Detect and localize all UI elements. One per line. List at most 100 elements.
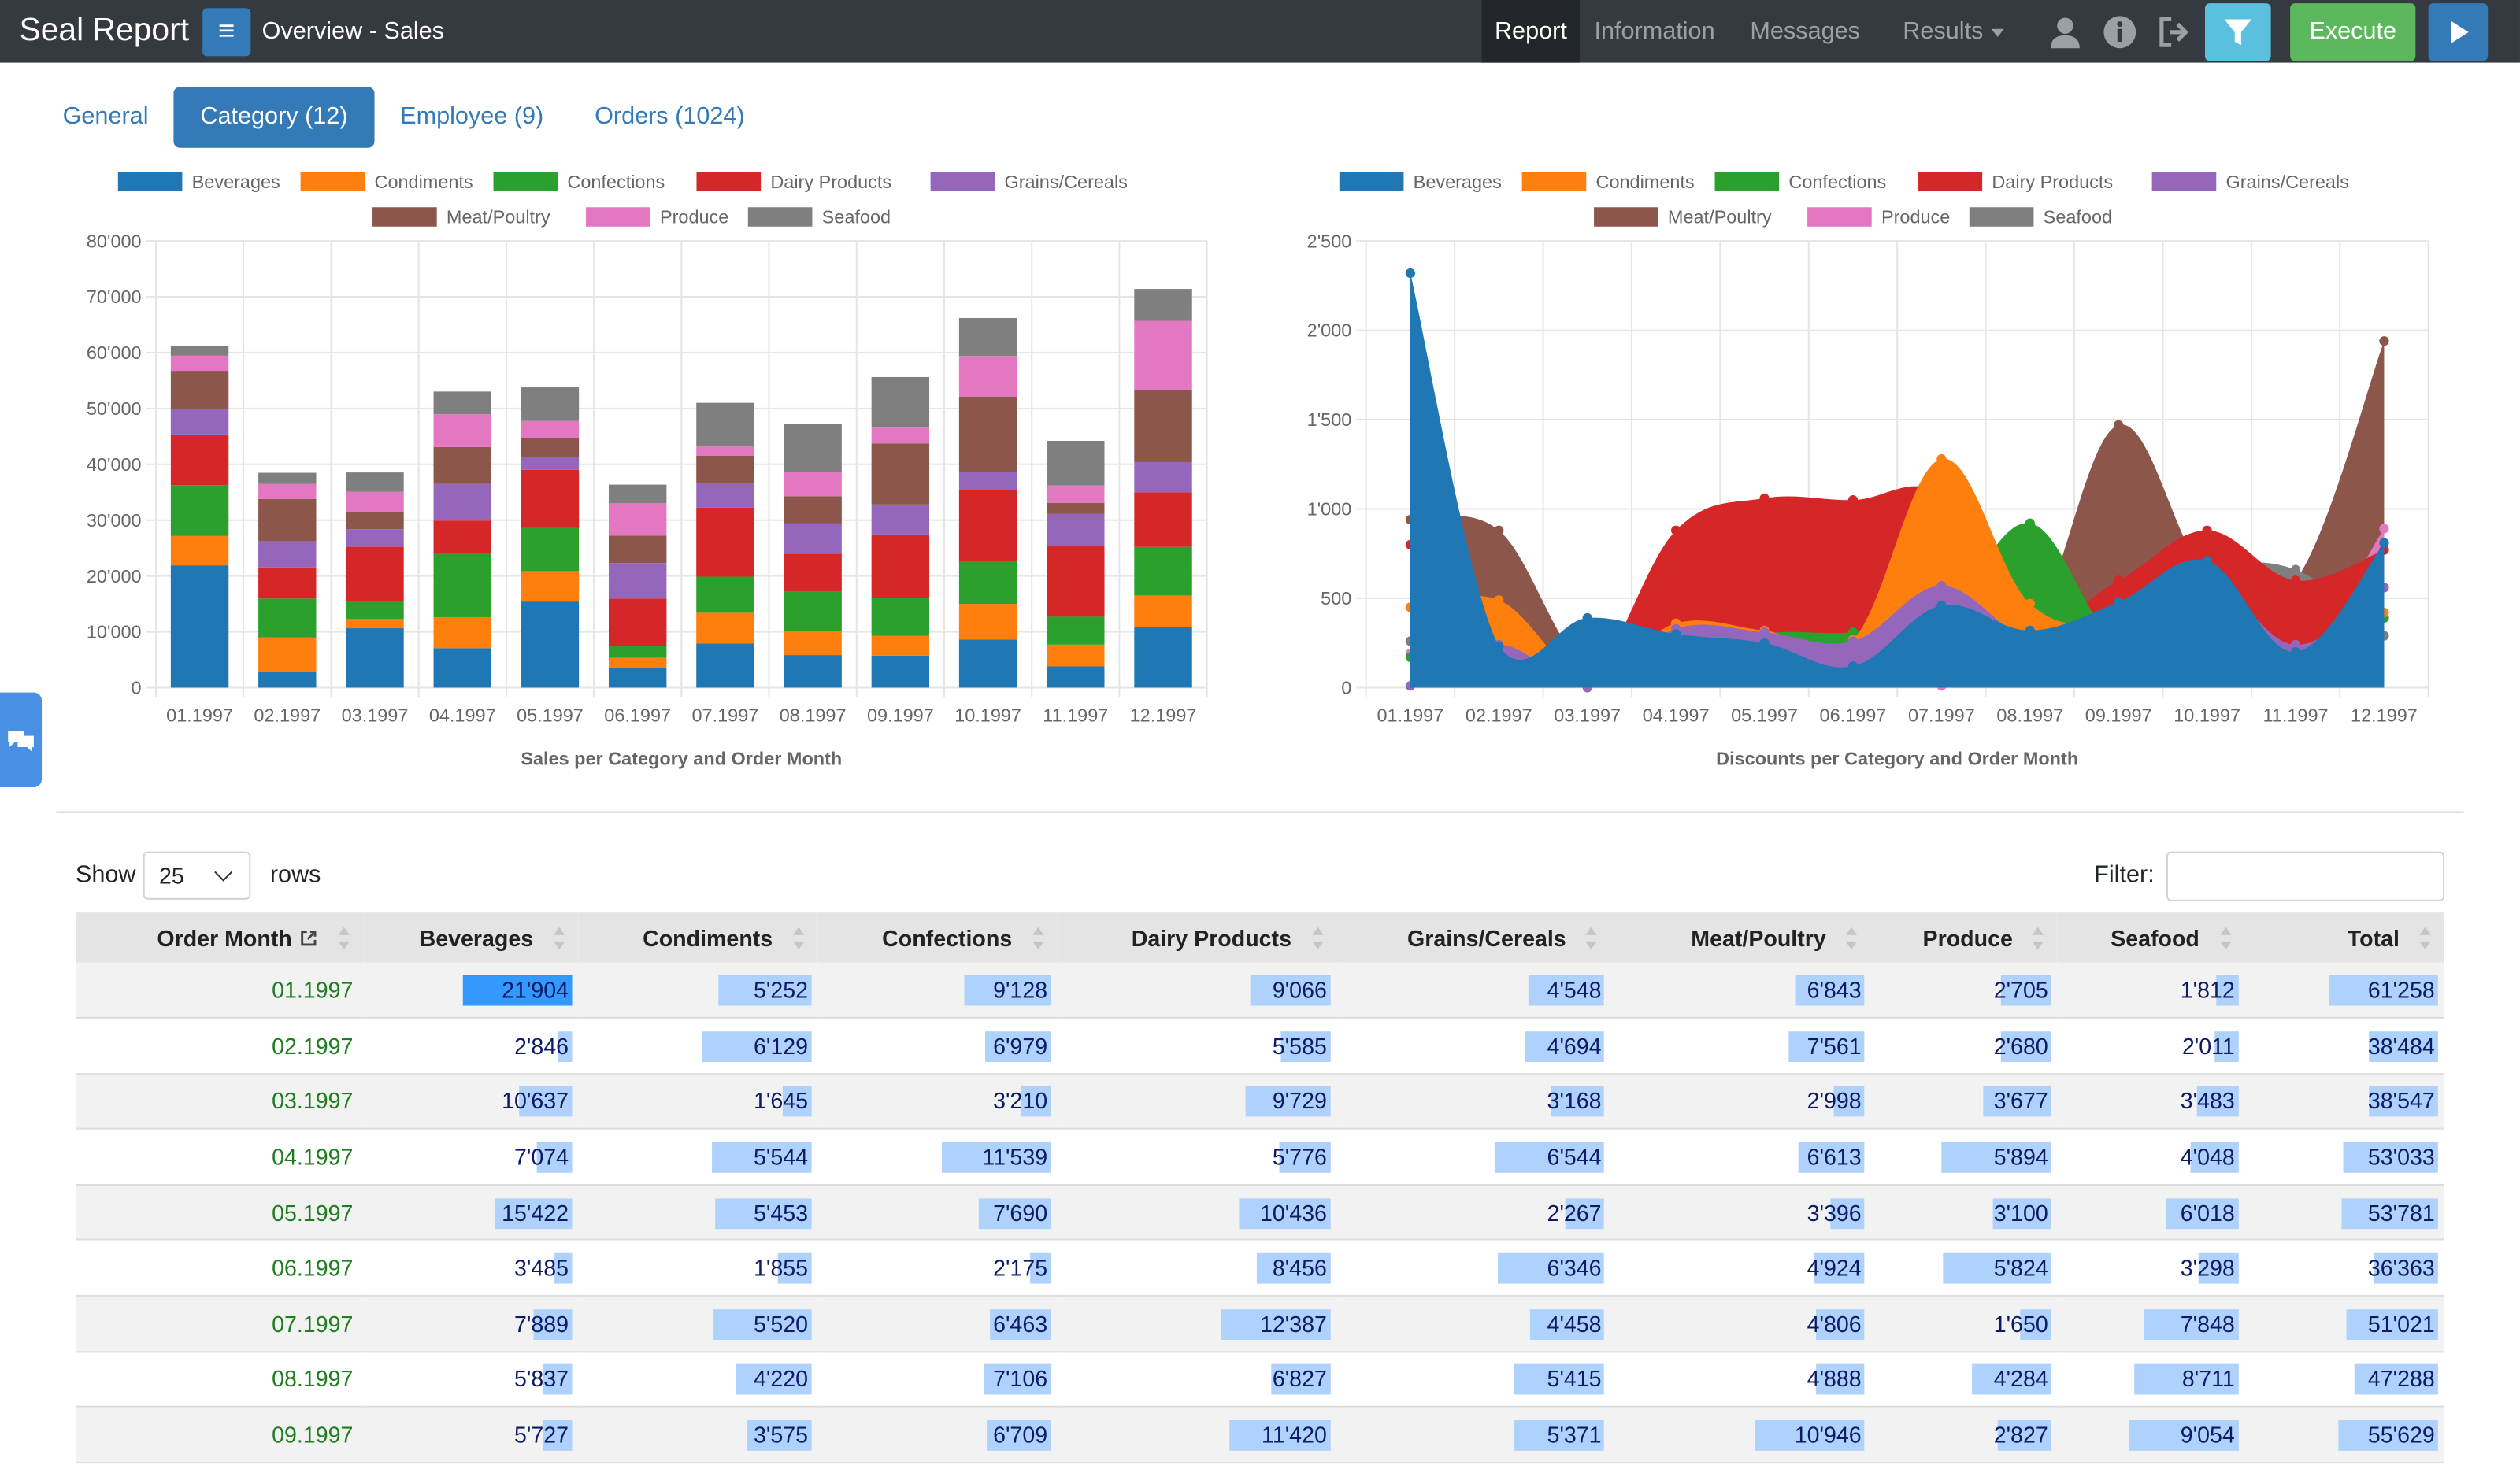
legend-swatch-seafood[interactable] bbox=[1969, 207, 2034, 227]
bar-meat-poultry[interactable] bbox=[696, 455, 754, 483]
legend-label-condiments[interactable]: Condiments bbox=[375, 172, 473, 192]
point-confections[interactable] bbox=[2025, 518, 2035, 528]
bar-confections[interactable] bbox=[958, 561, 1017, 605]
bar-seafood[interactable] bbox=[608, 484, 667, 503]
point-beverages[interactable] bbox=[1405, 268, 1416, 279]
run-button[interactable] bbox=[2428, 3, 2488, 61]
bar-grains-cereals[interactable] bbox=[696, 483, 754, 508]
bar-produce[interactable] bbox=[608, 502, 667, 536]
point-beverages[interactable] bbox=[2025, 625, 2035, 635]
legend-label-dairy-products[interactable]: Dairy Products bbox=[1992, 172, 2113, 192]
table-row[interactable]: 09.1997 5'727 3'575 6'709 11'420 5'371 10'946 2… bbox=[75, 1407, 2445, 1463]
legend-label-seafood[interactable]: Seafood bbox=[822, 207, 891, 228]
legend-swatch-grains-cereals[interactable] bbox=[930, 172, 995, 191]
bar-produce[interactable] bbox=[346, 491, 404, 512]
bar-grains-cereals[interactable] bbox=[170, 409, 229, 435]
legend-label-dairy-products[interactable]: Dairy Products bbox=[770, 172, 891, 192]
bar-seafood[interactable] bbox=[958, 317, 1017, 357]
point-meat-poultry[interactable] bbox=[2379, 336, 2389, 346]
column-header-order-month[interactable]: Order Month bbox=[75, 912, 363, 963]
nav-report[interactable]: Report bbox=[1481, 0, 1581, 63]
bar-condiments[interactable] bbox=[258, 637, 317, 672]
point-grains-cereals[interactable] bbox=[1847, 636, 1858, 646]
bar-dairy-products[interactable] bbox=[608, 598, 667, 646]
table-row[interactable]: 06.1997 3'485 1'855 2'175 8'456 6'346 4'924 5'8… bbox=[75, 1240, 2445, 1297]
sort-icon[interactable] bbox=[2418, 926, 2431, 952]
legend-swatch-produce[interactable] bbox=[1807, 207, 1872, 227]
table-row[interactable]: 05.1997 15'422 5'453 7'690 10'436 2'267 3'396 3… bbox=[75, 1184, 2445, 1241]
bar-grains-cereals[interactable] bbox=[258, 541, 317, 568]
bar-confections[interactable] bbox=[1047, 616, 1105, 645]
bar-condiments[interactable] bbox=[784, 631, 842, 656]
point-beverages[interactable] bbox=[1847, 661, 1858, 672]
sort-icon[interactable] bbox=[792, 926, 805, 952]
bar-beverages[interactable] bbox=[608, 668, 667, 688]
bar-condiments[interactable] bbox=[696, 612, 754, 644]
user-icon[interactable] bbox=[2048, 14, 2083, 50]
sort-icon[interactable] bbox=[337, 926, 350, 952]
bar-confections[interactable] bbox=[784, 591, 842, 632]
sort-icon[interactable] bbox=[1310, 926, 1323, 952]
legend-swatch-meat-poultry[interactable] bbox=[372, 207, 437, 227]
bar-confections[interactable] bbox=[346, 601, 404, 620]
bar-condiments[interactable] bbox=[433, 616, 491, 649]
column-header-total[interactable]: Total bbox=[2244, 912, 2445, 963]
bar-dairy-products[interactable] bbox=[258, 567, 317, 599]
point-meat-poultry[interactable] bbox=[2114, 420, 2124, 430]
bar-beverages[interactable] bbox=[1047, 666, 1105, 688]
bar-seafood[interactable] bbox=[170, 346, 229, 356]
bar-seafood[interactable] bbox=[696, 402, 754, 447]
bar-beverages[interactable] bbox=[1134, 627, 1192, 688]
bar-produce[interactable] bbox=[433, 414, 491, 447]
bar-dairy-products[interactable] bbox=[1047, 545, 1105, 617]
bar-produce[interactable] bbox=[696, 446, 754, 456]
table-row[interactable]: 01.1997 21'904 5'252 9'128 9'066 4'548 6'843 2'… bbox=[75, 962, 2445, 1019]
legend-swatch-beverages[interactable] bbox=[117, 172, 183, 191]
bar-grains-cereals[interactable] bbox=[433, 483, 491, 521]
point-condiments[interactable] bbox=[1494, 595, 1504, 605]
bar-produce[interactable] bbox=[784, 472, 842, 497]
point-beverages[interactable] bbox=[1494, 642, 1504, 652]
legend-swatch-confections[interactable] bbox=[493, 172, 558, 191]
rows-per-page-select[interactable]: 25 bbox=[143, 851, 251, 900]
bar-seafood[interactable] bbox=[258, 472, 317, 484]
bar-seafood[interactable] bbox=[1134, 289, 1192, 321]
legend-swatch-dairy-products[interactable] bbox=[696, 172, 762, 191]
sort-icon[interactable] bbox=[2218, 926, 2231, 952]
point-grains-cereals[interactable] bbox=[2290, 639, 2301, 650]
point-dairy-products[interactable] bbox=[1671, 525, 1681, 535]
sort-icon[interactable] bbox=[2032, 926, 2044, 952]
bar-grains-cereals[interactable] bbox=[346, 529, 404, 547]
bar-meat-poultry[interactable] bbox=[871, 443, 930, 505]
point-dairy-products[interactable] bbox=[2202, 525, 2212, 535]
bar-meat-poultry[interactable] bbox=[1047, 502, 1105, 514]
point-beverages[interactable] bbox=[1671, 629, 1681, 639]
bar-meat-poultry[interactable] bbox=[346, 512, 404, 530]
bar-produce[interactable] bbox=[258, 483, 317, 499]
sort-icon[interactable] bbox=[1585, 926, 1598, 952]
filter-input[interactable] bbox=[2166, 851, 2445, 901]
legend-swatch-grains-cereals[interactable] bbox=[2151, 172, 2217, 191]
bar-meat-poultry[interactable] bbox=[784, 496, 842, 524]
bar-meat-poultry[interactable] bbox=[433, 446, 491, 484]
legend-label-beverages[interactable]: Beverages bbox=[192, 172, 280, 192]
bar-condiments[interactable] bbox=[958, 604, 1017, 640]
bar-produce[interactable] bbox=[1134, 320, 1192, 390]
sort-icon[interactable] bbox=[1845, 926, 1858, 952]
bar-produce[interactable] bbox=[521, 420, 580, 438]
bar-condiments[interactable] bbox=[346, 619, 404, 629]
bar-confections[interactable] bbox=[1134, 546, 1192, 596]
bar-dairy-products[interactable] bbox=[1134, 492, 1192, 547]
bar-produce[interactable] bbox=[958, 356, 1017, 397]
bar-grains-cereals[interactable] bbox=[958, 472, 1017, 490]
bar-grains-cereals[interactable] bbox=[1047, 513, 1105, 546]
bar-confections[interactable] bbox=[170, 485, 229, 536]
point-beverages[interactable] bbox=[1582, 612, 1592, 623]
logout-icon[interactable] bbox=[2157, 14, 2192, 50]
legend-swatch-meat-poultry[interactable] bbox=[1594, 207, 1658, 227]
bar-condiments[interactable] bbox=[1047, 644, 1105, 667]
table-row[interactable]: 02.1997 2'846 6'129 6'979 5'585 4'694 7'561 2'6… bbox=[75, 1018, 2445, 1075]
point-beverages[interactable] bbox=[1936, 600, 1947, 611]
legend-label-produce[interactable]: Produce bbox=[1881, 207, 1950, 228]
external-link-icon[interactable] bbox=[298, 928, 317, 947]
